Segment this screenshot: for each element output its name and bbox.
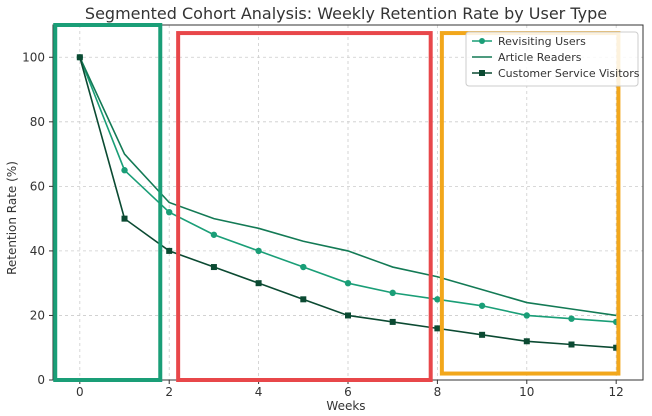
highlight-box [53, 23, 163, 382]
data-point [389, 318, 396, 325]
y-tick-label: 20 [30, 308, 45, 322]
y-tick-label: 80 [30, 115, 45, 129]
data-point [255, 247, 262, 255]
x-axis-title: Weeks [326, 399, 365, 413]
data-point [166, 247, 173, 254]
data-point [166, 208, 173, 216]
series-line [79, 56, 617, 317]
data-point [434, 296, 441, 303]
legend: Revisiting Users Article Readers Customer … [465, 31, 640, 87]
data-point [389, 289, 396, 297]
data-point [210, 231, 218, 238]
data-point [300, 296, 307, 303]
y-axis-title: Retention Rate (%) [5, 161, 19, 275]
data-point [523, 312, 530, 319]
data-point [210, 264, 217, 271]
data-point [255, 280, 262, 287]
legend-label: Revisiting Users [498, 35, 586, 48]
data-point [523, 338, 530, 345]
data-point [121, 215, 128, 222]
legend-label: Customer Service Visitors [498, 67, 640, 80]
legend-marker [479, 38, 485, 44]
legend-box [465, 31, 639, 87]
data-point [434, 325, 441, 332]
x-tick-label: 2 [165, 385, 173, 399]
legend-label: Article Readers [498, 51, 582, 64]
data-point [568, 341, 575, 348]
y-tick-label: 0 [37, 373, 45, 387]
chart-title: Segmented Cohort Analysis: Weekly Retent… [85, 4, 607, 23]
data-point [300, 263, 307, 271]
data-point [76, 54, 83, 61]
x-tick-label: 4 [255, 385, 263, 399]
x-tick-label: 10 [519, 385, 534, 399]
data-point [121, 167, 128, 174]
data-point [568, 315, 575, 322]
x-tick-label: 6 [344, 385, 352, 399]
y-tick-label: 60 [30, 179, 45, 193]
y-tick-label: 40 [30, 244, 45, 258]
data-point [613, 344, 620, 351]
x-tick-label: 12 [609, 385, 624, 399]
data-point [479, 331, 486, 338]
legend-marker [479, 70, 485, 76]
axes: 0 20 40 60 80 100 0 2 4 6 8 10 12 [22, 24, 644, 399]
data-point [345, 312, 351, 319]
y-tick-label: 100 [22, 50, 45, 64]
series-layer [76, 54, 620, 351]
data-point [344, 279, 352, 287]
data-point [478, 302, 486, 309]
x-tick-label: 8 [434, 385, 442, 399]
highlight-box [176, 31, 433, 383]
x-tick-label: 0 [76, 385, 84, 399]
